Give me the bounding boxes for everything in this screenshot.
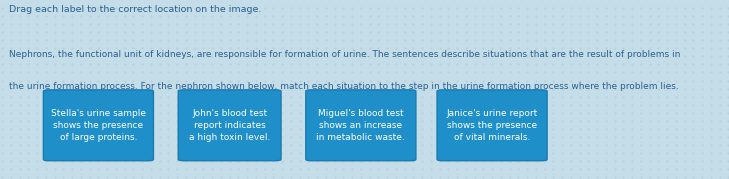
Text: the urine formation process. For the nephron shown below, match each situation t: the urine formation process. For the nep… [9,82,679,91]
FancyBboxPatch shape [44,90,154,161]
Text: John's blood test
report indicates
a high toxin level.: John's blood test report indicates a hig… [189,109,270,142]
Text: Janice's urine report
shows the presence
of vital minerals.: Janice's urine report shows the presence… [446,109,538,142]
FancyBboxPatch shape [178,90,281,161]
FancyBboxPatch shape [305,90,416,161]
Text: Drag each label to the correct location on the image.: Drag each label to the correct location … [9,5,261,14]
Text: Nephrons, the functional unit of kidneys, are responsible for formation of urine: Nephrons, the functional unit of kidneys… [9,50,680,59]
Text: Stella's urine sample
shows the presence
of large proteins.: Stella's urine sample shows the presence… [51,109,146,142]
Text: Miguel's blood test
shows an increase
in metabolic waste.: Miguel's blood test shows an increase in… [316,109,405,142]
FancyBboxPatch shape [437,90,547,161]
